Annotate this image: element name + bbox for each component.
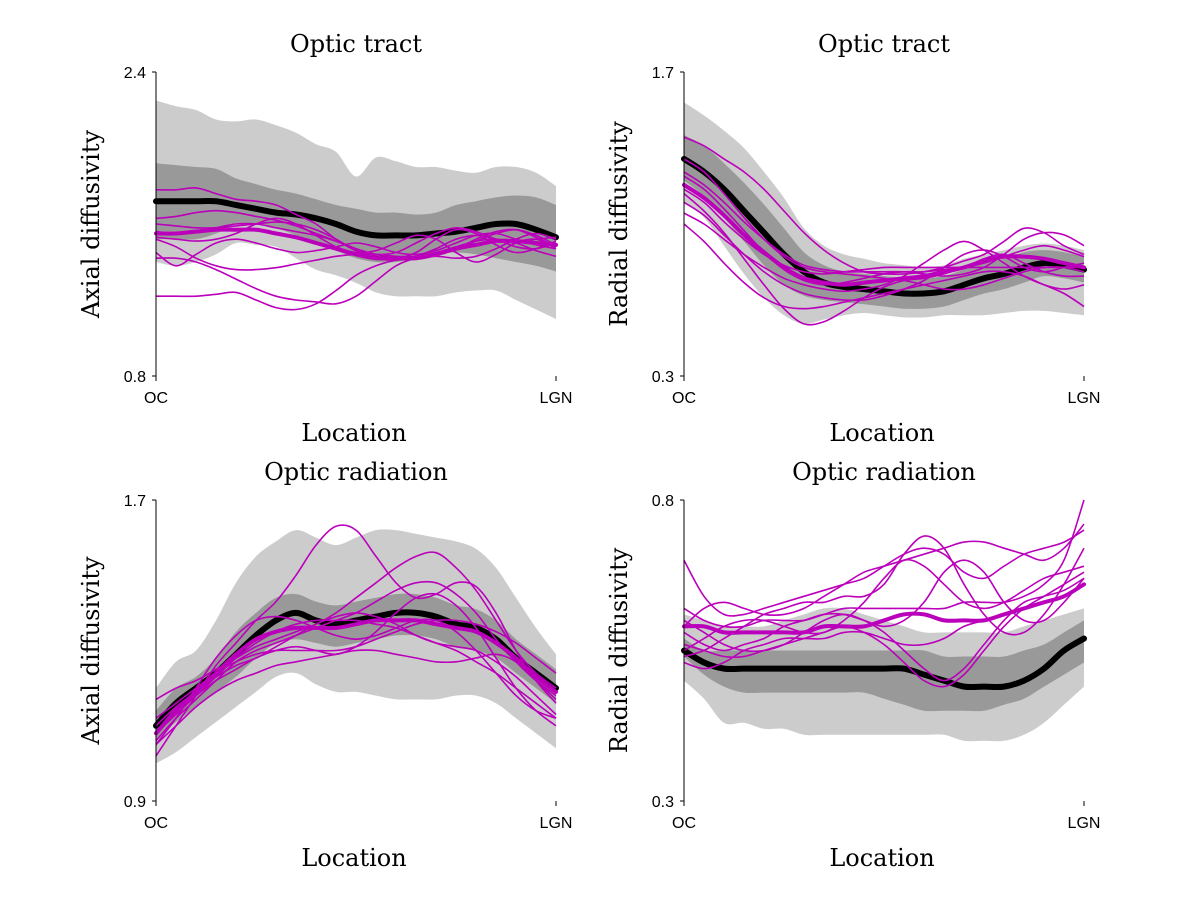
patient-line-5 — [683, 175, 1085, 286]
x-tick-label-right: LGN — [540, 815, 573, 832]
patient-line-7 — [683, 577, 1085, 682]
patient-line-3 — [683, 192, 1085, 326]
y-axis-label: Radial diffusivity — [605, 547, 633, 753]
patient-line-1 — [155, 524, 557, 757]
x-axis-label: Location — [829, 419, 934, 447]
chart-panel-4: 0.8 0.3 OC LGN Optic radiation Location Radial… — [605, 458, 1100, 872]
inner-band — [156, 593, 556, 741]
patient-line-2 — [683, 523, 1085, 627]
patient-mean-line — [682, 582, 1086, 635]
patient-line-8 — [155, 612, 557, 727]
y-tick-label-top: 0.8 — [652, 493, 674, 510]
x-tick-label-left: OC — [672, 815, 696, 832]
patient-mean-line — [154, 618, 558, 736]
y-tick-label-top: 2.4 — [124, 65, 146, 82]
patient-line-8 — [155, 221, 557, 261]
patient-line-9 — [155, 619, 557, 734]
y-tick-label-bottom: 0.9 — [124, 794, 146, 811]
y-tick-label-bottom: 0.3 — [652, 794, 674, 811]
inner-band — [156, 163, 556, 272]
patient-line-4 — [155, 615, 557, 746]
x-tick-label-left: OC — [144, 390, 168, 407]
chart-title: Optic tract — [818, 30, 950, 58]
y-axis-label: Radial diffusivity — [605, 121, 633, 327]
patient-line-4 — [683, 201, 1085, 302]
mean-line — [681, 155, 1087, 297]
x-tick-label-right: LGN — [540, 390, 573, 407]
patient-line-9 — [683, 188, 1084, 275]
y-tick-label-top: 1.7 — [124, 493, 146, 510]
patient-line-8 — [683, 223, 1085, 310]
patient-line-7 — [155, 649, 557, 746]
y-tick-label-top: 1.7 — [652, 65, 674, 82]
chart-panel-1: 2.4 0.8 OC LGN Optic tract Location Axial diff… — [77, 30, 572, 447]
patient-line-2 — [683, 171, 1085, 277]
x-tick-label-right: LGN — [1068, 815, 1101, 832]
patient-mean-line — [682, 182, 1086, 287]
mean-line — [153, 197, 559, 241]
patient-line-4 — [155, 232, 557, 267]
patient-line-5 — [683, 559, 1085, 652]
x-axis-label: Location — [301, 844, 406, 872]
x-tick-label-right: LGN — [1068, 390, 1101, 407]
y-axis-label: Axial diffusivity — [77, 129, 105, 319]
chart-title: Optic radiation — [264, 458, 448, 486]
y-tick-label-bottom: 0.3 — [652, 369, 674, 386]
y-axis-label: Axial diffusivity — [77, 556, 105, 746]
y-tick-label-bottom: 0.8 — [124, 369, 146, 386]
patient-line-7 — [155, 228, 557, 311]
patient-line-5 — [155, 232, 557, 305]
patient-line-9 — [683, 499, 1085, 628]
x-tick-label-left: OC — [144, 815, 168, 832]
patient-line-4 — [683, 558, 1085, 652]
x-axis-label: Location — [829, 844, 934, 872]
chart-panel-3: 1.7 0.9 OC LGN Optic radiation Location Axial … — [77, 458, 572, 872]
chart-title: Optic tract — [290, 30, 422, 58]
mean-line — [681, 635, 1087, 691]
patient-line-7 — [683, 212, 1085, 293]
patient-mean-line — [154, 227, 558, 261]
patient-line-3 — [683, 535, 1085, 658]
x-axis-label: Location — [301, 419, 406, 447]
chart-panel-2: 1.7 0.3 OC LGN Optic tract Location Radial dif… — [605, 30, 1100, 447]
x-tick-label-left: OC — [672, 390, 696, 407]
chart-title: Optic radiation — [792, 458, 976, 486]
patient-line-6 — [683, 571, 1085, 688]
